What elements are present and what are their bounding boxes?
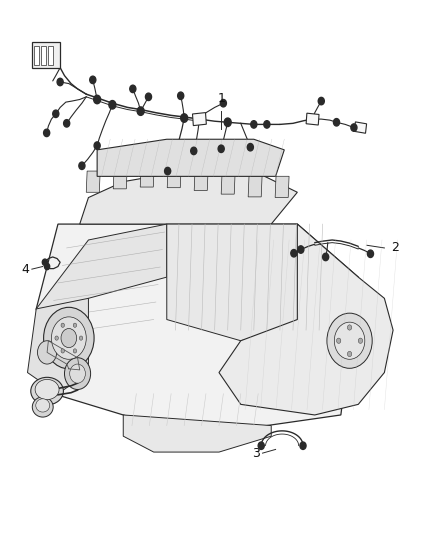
Circle shape: [55, 336, 58, 340]
Circle shape: [57, 78, 63, 86]
Circle shape: [220, 100, 226, 107]
Circle shape: [251, 120, 257, 128]
Circle shape: [145, 93, 152, 101]
Circle shape: [258, 442, 264, 449]
Polygon shape: [28, 298, 88, 394]
Circle shape: [358, 338, 363, 343]
Circle shape: [334, 322, 365, 359]
Circle shape: [94, 95, 101, 104]
Circle shape: [79, 162, 85, 169]
Circle shape: [64, 119, 70, 127]
Polygon shape: [167, 224, 341, 341]
Bar: [34, 46, 39, 65]
Circle shape: [94, 142, 100, 149]
Circle shape: [73, 323, 77, 327]
Circle shape: [70, 364, 85, 383]
Circle shape: [191, 147, 197, 155]
Polygon shape: [97, 139, 284, 176]
Bar: [41, 46, 46, 65]
Polygon shape: [248, 176, 262, 197]
Circle shape: [61, 328, 77, 348]
Circle shape: [291, 249, 297, 257]
Circle shape: [130, 85, 136, 93]
Text: 2: 2: [391, 241, 399, 254]
Circle shape: [247, 143, 253, 151]
Circle shape: [42, 259, 47, 265]
Bar: [192, 112, 206, 126]
Ellipse shape: [35, 379, 59, 400]
Circle shape: [347, 325, 352, 330]
Polygon shape: [113, 168, 127, 189]
Circle shape: [178, 92, 184, 100]
Bar: [32, 42, 60, 68]
Circle shape: [181, 114, 187, 122]
Circle shape: [44, 129, 49, 136]
Circle shape: [351, 124, 357, 131]
Circle shape: [327, 313, 372, 368]
Ellipse shape: [32, 397, 53, 417]
Polygon shape: [123, 415, 271, 452]
Circle shape: [333, 118, 339, 126]
Ellipse shape: [31, 377, 64, 405]
Circle shape: [61, 323, 64, 327]
Text: 3: 3: [252, 447, 260, 459]
Circle shape: [61, 349, 64, 353]
Circle shape: [45, 263, 49, 270]
Ellipse shape: [36, 399, 49, 412]
Circle shape: [38, 341, 57, 364]
Circle shape: [367, 250, 374, 257]
Circle shape: [347, 351, 352, 357]
Circle shape: [90, 76, 96, 84]
Text: 1: 1: [217, 92, 225, 105]
Circle shape: [73, 349, 77, 353]
Circle shape: [109, 101, 116, 109]
Circle shape: [44, 308, 94, 369]
Polygon shape: [221, 173, 235, 194]
Circle shape: [298, 246, 304, 253]
Circle shape: [165, 167, 171, 175]
Circle shape: [79, 336, 83, 340]
Polygon shape: [219, 224, 393, 415]
Circle shape: [322, 253, 328, 261]
Circle shape: [300, 442, 306, 449]
Circle shape: [51, 317, 86, 359]
Circle shape: [224, 118, 231, 126]
Text: 4: 4: [22, 263, 30, 276]
Polygon shape: [275, 176, 289, 198]
Circle shape: [318, 98, 324, 105]
Polygon shape: [140, 166, 154, 187]
Bar: [306, 113, 319, 125]
Polygon shape: [194, 169, 208, 190]
Bar: [354, 122, 367, 133]
Bar: [48, 46, 53, 65]
Circle shape: [264, 120, 270, 128]
Polygon shape: [167, 166, 181, 188]
Circle shape: [137, 107, 144, 115]
Circle shape: [336, 338, 341, 343]
Polygon shape: [36, 224, 358, 436]
Circle shape: [64, 358, 91, 390]
Polygon shape: [36, 224, 167, 346]
Polygon shape: [86, 171, 100, 192]
Circle shape: [218, 145, 224, 152]
Circle shape: [53, 110, 59, 117]
Polygon shape: [80, 171, 297, 224]
